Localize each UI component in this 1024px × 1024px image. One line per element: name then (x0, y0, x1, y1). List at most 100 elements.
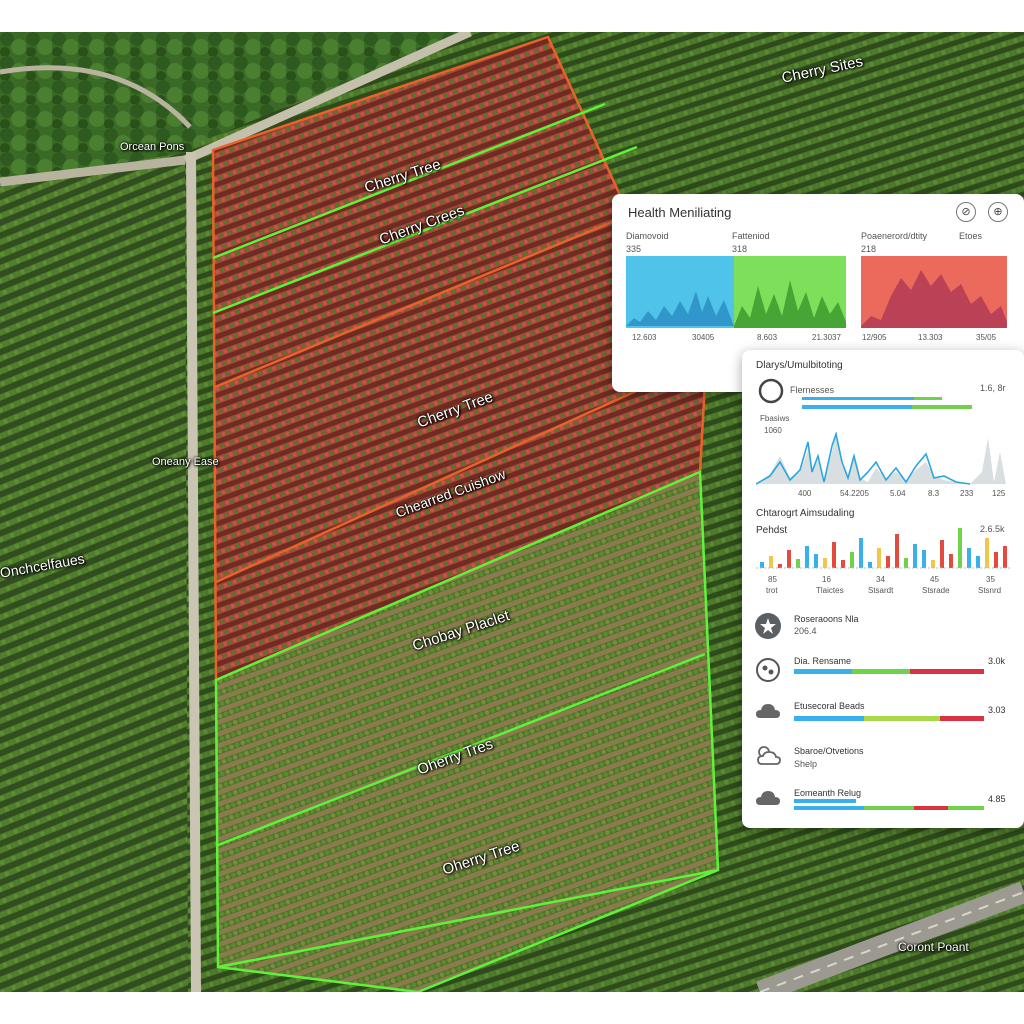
section2-tick-c: 34 (876, 575, 885, 584)
chart3-value: 218 (861, 244, 877, 254)
row2-name: Dia. Rensame (794, 656, 852, 666)
bar (958, 528, 962, 568)
section2-sub-d: Stsrade (922, 586, 950, 595)
healthy-zone-outline[interactable] (214, 470, 720, 992)
row1-name: Roseraoons Nla (794, 614, 859, 624)
section1-tick-a: 400 (798, 489, 812, 498)
refresh-button[interactable]: ⊘ (956, 202, 976, 222)
spectral-line-chart (756, 432, 1006, 485)
section1-tick-b: 54.2205 (840, 489, 869, 498)
sun-cloud-icon (757, 746, 781, 765)
section1-progress-bars (802, 397, 972, 409)
bar (994, 552, 998, 568)
bar (967, 548, 971, 568)
panel-title: Health Meniliating (628, 205, 732, 220)
section1-tick-d: 8.3 (928, 489, 940, 498)
bar (805, 546, 809, 568)
section1-tick-c: 5.04 (890, 489, 906, 498)
bar (949, 554, 953, 568)
chart1-label: Diamovoid (626, 231, 669, 241)
bar (841, 560, 845, 568)
chart1-tick-b: 30405 (692, 333, 715, 342)
ndvi-spark-chart (626, 256, 846, 328)
chart2-label: Fatteniod (732, 231, 770, 241)
row5-value: 4.85 (988, 794, 1006, 804)
row3-value: 3.03 (988, 705, 1006, 715)
bar (913, 544, 917, 568)
section2-label: Pehdst (756, 525, 788, 536)
bar (931, 560, 935, 568)
row4-name: Sbaroe/Otvetions (794, 746, 864, 756)
section1-sub-a: Fbasiws (760, 414, 790, 423)
section1-row-value: 1.6, 8r (980, 383, 1006, 393)
alert-zone-outline[interactable] (211, 35, 707, 682)
bar (778, 564, 782, 568)
bar (859, 538, 863, 568)
chart3-tick-c: 35/05 (976, 333, 997, 342)
row2-bar (794, 669, 984, 674)
bar (877, 548, 881, 568)
leaf-star-icon (755, 613, 781, 639)
bar (904, 558, 908, 568)
bar (760, 562, 764, 568)
bar (976, 556, 980, 568)
bar (922, 550, 926, 568)
cloud-icon (756, 704, 780, 718)
stress-spark-chart (861, 256, 1007, 328)
disease-monitoring-panel: Dlarys/Umulbitoting Flernesses 1.6, 8r F… (742, 350, 1024, 828)
row1-sub: 206.4 (794, 626, 817, 636)
bar (895, 534, 899, 568)
chart2-tick-b: 21.3037 (812, 333, 841, 342)
bar (868, 562, 872, 568)
section2-sub-e: Stsnrd (978, 586, 1002, 595)
section2-tick-a: 85 (768, 575, 777, 584)
row4-sub: Shelp (794, 759, 818, 769)
section1-title: Dlarys/Umulbitoting (756, 360, 843, 371)
bar (940, 540, 944, 568)
bar (850, 552, 854, 568)
settings-button[interactable]: ⊕ (988, 202, 1008, 222)
map-label-road-top: Orcean Pons (120, 141, 185, 153)
bar (1003, 546, 1007, 568)
section1-row-label: Flernesses (790, 385, 835, 395)
section2-tick-d: 45 (930, 575, 939, 584)
section1-sub-b: 1060 (764, 426, 782, 435)
cloud-icon (756, 791, 780, 805)
row3-name: Etusecoral Beads (794, 701, 865, 711)
bar (787, 550, 791, 568)
chart2-tick-a: 8.603 (757, 333, 778, 342)
bar (823, 558, 827, 568)
chart1-value: 335 (626, 244, 642, 254)
section2-value: 2.6.5k (980, 524, 1005, 534)
chart2-value: 318 (732, 244, 748, 254)
chart3-tick-a: 12/905 (862, 333, 887, 342)
section2-tick-b: 16 (822, 575, 831, 584)
bar-chart (756, 528, 1012, 569)
bug-icon (756, 658, 780, 682)
gauge-icon (758, 378, 784, 404)
section1-tick-f: 125 (992, 489, 1006, 498)
bar (796, 559, 800, 568)
bar (832, 542, 836, 568)
map-label-road-bottom: Coront Poant (898, 940, 969, 954)
row5-name: Eomeanth Relug (794, 788, 862, 798)
chart3-tick-b: 13.303 (918, 333, 943, 342)
chart3-extra-label: Etoes (959, 231, 983, 241)
section2-tick-e: 35 (986, 575, 995, 584)
chart3-label: Poaenerord/dtity (861, 231, 928, 241)
bar (814, 554, 818, 568)
bar (985, 538, 989, 568)
row3-bar (794, 716, 984, 721)
row5-bar (794, 799, 984, 810)
section2-sub-a: trot (766, 586, 778, 595)
section2-sub-b: Tlaictes (816, 586, 844, 595)
section2-sub-c: Stsardt (868, 586, 894, 595)
row2-value: 3.0k (988, 656, 1006, 666)
map-label-road-mid: Oneany Ease (152, 456, 219, 468)
bar (769, 556, 773, 568)
section1-tick-e: 233 (960, 489, 974, 498)
bar (886, 556, 890, 568)
chart1-tick-a: 12.603 (632, 333, 657, 342)
section2-title: Chtarogrt Aimsudaling (756, 508, 855, 519)
